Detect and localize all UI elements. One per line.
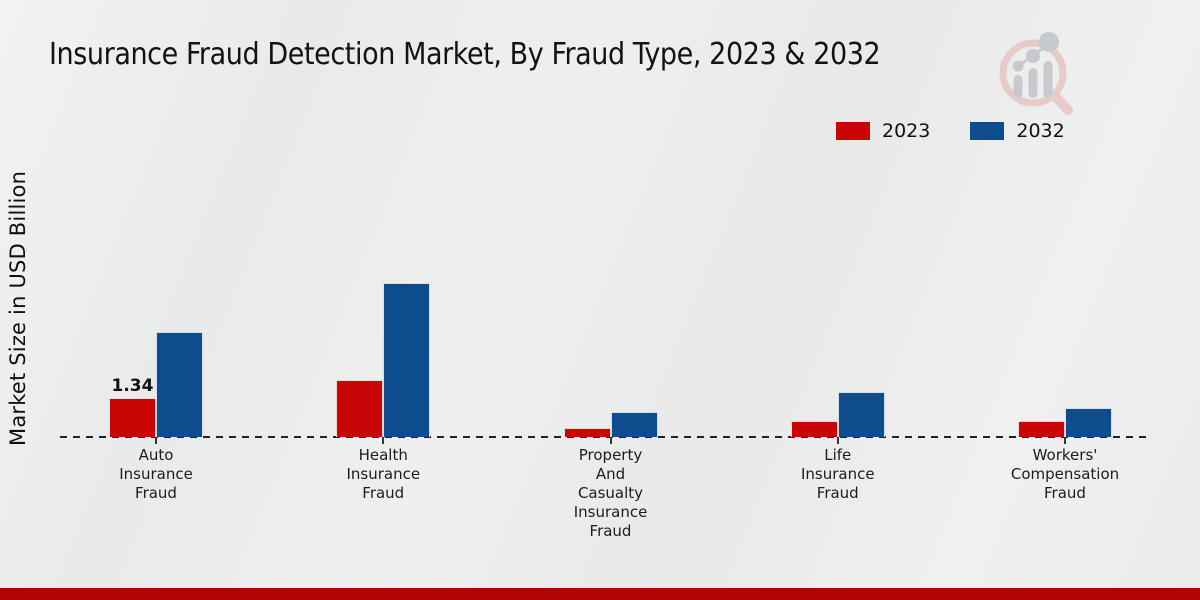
category-label: Life Insurance Fraud	[800, 446, 875, 502]
axis-tick	[1064, 437, 1066, 444]
bar-2032-category-1	[383, 283, 431, 437]
legend-swatch-2032	[970, 122, 1005, 140]
axis-tick	[382, 437, 385, 444]
bar-2032-category-0	[156, 331, 203, 437]
legend-swatch-2023	[836, 122, 870, 140]
bar-2032-category-4	[1065, 407, 1112, 437]
chart-title: Insurance Fraud Detection Market, By Fra…	[49, 37, 881, 72]
bar-2023-category-0	[109, 398, 156, 437]
bar-2023-category-1	[336, 379, 384, 437]
legend: 2023 2032	[836, 120, 1065, 142]
bar-2032-category-3	[837, 391, 885, 437]
legend-item-2023: 2023	[836, 120, 930, 142]
bar-2023-category-4	[1018, 420, 1065, 437]
magnifier-bar-chart-logo-icon	[999, 32, 1073, 115]
legend-label-2032: 2032	[1016, 120, 1065, 142]
axis-tick	[609, 437, 612, 444]
category-label: Workers' Compensation Fraud	[1010, 446, 1120, 502]
category-label: Property And Casualty Insurance Fraud	[573, 446, 648, 540]
x-axis-baseline	[60, 436, 1146, 438]
legend-item-2032: 2032	[970, 120, 1065, 142]
legend-label-2023: 2023	[882, 120, 931, 142]
category-label: Auto Insurance Fraud	[119, 446, 193, 502]
bar-2032-category-2	[610, 411, 658, 437]
bar-2023-category-2	[563, 427, 611, 437]
axis-tick	[155, 437, 157, 444]
bar-value-label: 1.34	[111, 376, 154, 396]
category-label: Health Insurance Fraud	[346, 446, 421, 502]
bottom-accent-band	[0, 588, 1200, 600]
bar-2023-category-3	[790, 420, 838, 437]
axis-tick	[836, 437, 839, 444]
